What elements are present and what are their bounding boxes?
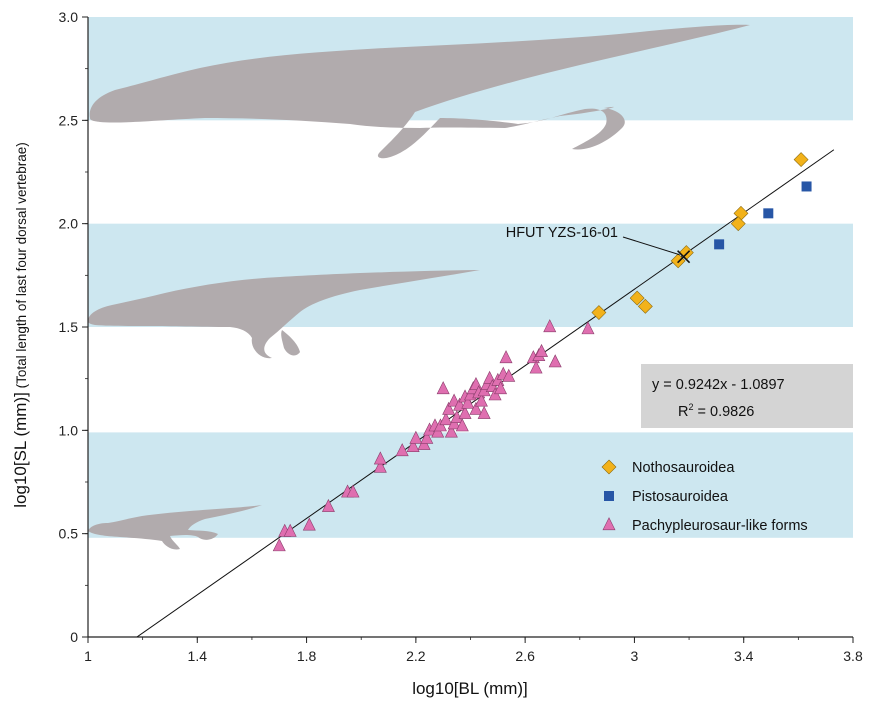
diamond-point [629, 290, 645, 306]
x-tick-label: 1.4 [188, 648, 208, 664]
small-pachypleurosaur-silhouette [88, 505, 262, 550]
animal-silhouettes [88, 24, 751, 550]
legend-marker-square [604, 491, 614, 501]
r-squared: R2 = 0.9826 [678, 402, 754, 420]
triangle-point [373, 451, 387, 465]
triangle-point [543, 319, 557, 333]
regression-equation-box: y = 0.9242x - 1.0897 R2 = 0.9826 [641, 364, 853, 428]
axes: 1 1.4 1.8 2.2 2.6 3 3.4 3.8 0 0.5 1.0 1.5 2.0 2.5 3.0 [59, 9, 863, 664]
legend-label: Pistosauroidea [632, 489, 729, 505]
equation-box-background [641, 364, 853, 428]
triangle-point [373, 459, 387, 473]
x-axis-title: log10[BL (mm)] [412, 679, 528, 698]
legend-label: Pachypleurosaur-like forms [632, 518, 808, 534]
background-bands [88, 17, 853, 538]
triangle-point [535, 343, 549, 357]
y-tick-label: 3.0 [59, 9, 79, 25]
x-tick-label: 2.2 [406, 648, 426, 664]
regression-equation: y = 0.9242x - 1.0897 [652, 377, 785, 393]
triangle-point [474, 393, 488, 407]
diamond-point [793, 152, 809, 168]
callout-leader-line [622, 236, 680, 256]
legend: Nothosauroidea Pistosauroidea Pachypleuros… [601, 459, 808, 534]
x-tick-label: 3 [631, 648, 639, 664]
triangle-point [302, 517, 316, 531]
y-tick-label: 1.0 [59, 422, 79, 438]
specimen-label: HFUT YZS-16-01 [506, 225, 618, 241]
x-tick-label: 3.8 [843, 648, 863, 664]
large-nothosaur-silhouette [89, 24, 751, 159]
triangle-point [395, 443, 409, 457]
triangle-point [444, 424, 458, 438]
legend-label: Nothosauroidea [632, 460, 735, 476]
x-tick-label: 1.8 [297, 648, 317, 664]
background-band [88, 432, 853, 538]
x-tick-label: 2.6 [515, 648, 535, 664]
triangle-point [477, 405, 491, 419]
triangle-point [439, 412, 453, 426]
legend-marker-triangle [602, 517, 616, 531]
triangle-point [494, 381, 508, 395]
y-tick-label: 2.5 [59, 112, 79, 128]
triangle-point [461, 395, 475, 409]
triangle-point [458, 405, 472, 419]
triangle-point [272, 538, 286, 552]
triangle-point [499, 350, 513, 364]
square-point [763, 208, 774, 219]
y-tick-label: 1.5 [59, 319, 79, 335]
triangle-point [420, 430, 434, 444]
diamond-point [637, 298, 653, 314]
triangle-point [406, 438, 420, 452]
triangle-point [409, 430, 423, 444]
triangle-point [548, 354, 562, 368]
triangle-point [581, 321, 595, 335]
triangle-point [321, 498, 335, 512]
triangle-point [442, 401, 456, 415]
triangle-point [346, 484, 360, 498]
legend-marker-diamond [601, 459, 617, 475]
triangle-point [283, 523, 297, 537]
y-axis-title: log10[SL (mm)] (Total length of last fou… [11, 142, 30, 507]
triangle-point [469, 401, 483, 415]
triangle-point [436, 381, 450, 395]
triangle-point [529, 360, 543, 374]
specimen-callout: HFUT YZS-16-01 [506, 225, 691, 264]
triangle-point [502, 368, 516, 382]
x-tick-label: 1 [84, 648, 92, 664]
specimen-cross-b [677, 250, 691, 264]
triangle-point [469, 376, 483, 390]
diamond-point [730, 216, 746, 232]
y-tick-label: 0 [70, 629, 78, 645]
square-point [714, 239, 725, 250]
diamond-point [591, 305, 607, 320]
medium-nothosaur-silhouette [88, 270, 480, 359]
triangle-point [455, 418, 469, 432]
square-point [801, 181, 812, 192]
y-tick-label: 2.0 [59, 216, 79, 232]
medium-nothosaur-flipper [281, 330, 300, 356]
y-tick-label: 0.5 [59, 526, 79, 542]
x-tick-label: 3.4 [734, 648, 754, 664]
